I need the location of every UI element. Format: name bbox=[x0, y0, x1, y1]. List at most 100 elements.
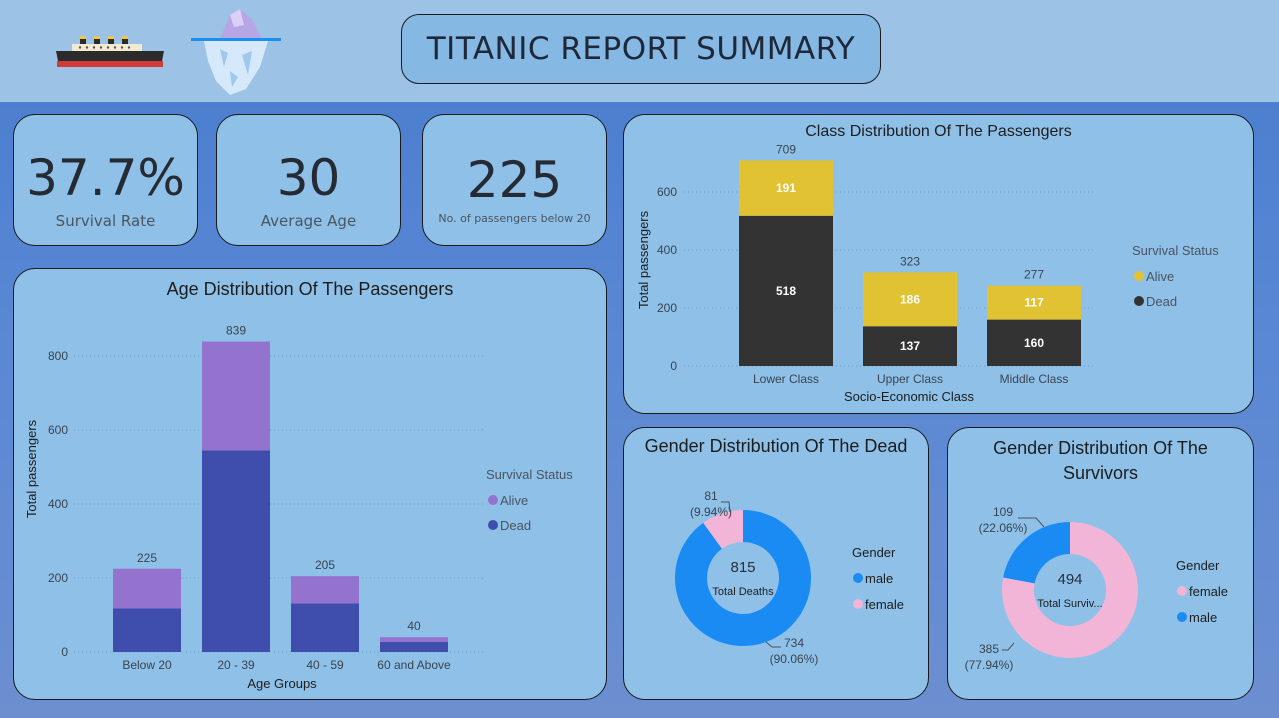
bar-alive bbox=[739, 160, 833, 216]
bar-alive bbox=[863, 272, 957, 327]
legend-alive-label: Alive bbox=[1146, 269, 1174, 284]
bar-alive bbox=[987, 285, 1081, 320]
ship-icon bbox=[54, 30, 166, 70]
bar-total-label: 277 bbox=[1024, 268, 1044, 282]
legend-alive-swatch bbox=[1134, 271, 1144, 281]
y-tick-label: 0 bbox=[670, 359, 677, 373]
bar-alive-label: 191 bbox=[776, 181, 796, 195]
legend-swatch-female bbox=[1177, 586, 1187, 596]
callout-line bbox=[1018, 517, 1045, 528]
bar-alive bbox=[113, 568, 181, 609]
iceberg-icon bbox=[190, 5, 282, 97]
legend-label-female: female bbox=[1189, 584, 1228, 599]
x-tick-label: 40 - 59 bbox=[306, 658, 344, 672]
x-tick-label: Lower Class bbox=[753, 372, 819, 386]
x-tick-label: Upper Class bbox=[877, 372, 943, 386]
donut-big-pct: (77.94%) bbox=[965, 658, 1014, 672]
y-tick-label: 200 bbox=[657, 301, 677, 315]
kpi-card-below-20: 225 No. of passengers below 20 bbox=[422, 114, 607, 246]
donut-big-pct: (90.06%) bbox=[770, 652, 819, 666]
x-axis-label: Age Groups bbox=[247, 676, 317, 691]
kpi-value: 30 bbox=[276, 149, 341, 207]
legend-label-male: male bbox=[865, 571, 893, 586]
report-title: TITANIC REPORT SUMMARY bbox=[426, 31, 856, 67]
class-distribution-card: Class Distribution Of The Passengers 0 20… bbox=[623, 114, 1254, 414]
donut-slice-male bbox=[1003, 522, 1070, 584]
callout-line bbox=[765, 641, 781, 648]
legend-label-male: male bbox=[1189, 610, 1217, 625]
kpi-label: Average Age bbox=[260, 212, 357, 230]
y-axis-label: Total passengers bbox=[636, 210, 651, 309]
donut-center-label: Total Deaths bbox=[712, 586, 774, 598]
kpi-value: 225 bbox=[466, 151, 563, 209]
survivor-donut-title: Gender Distribution Of The Survivors bbox=[993, 438, 1208, 483]
legend-label-female: female bbox=[865, 597, 904, 612]
y-tick-label: 600 bbox=[657, 185, 677, 199]
bar-total-label: 323 bbox=[900, 254, 920, 268]
donut-small-value: 109 bbox=[993, 505, 1013, 519]
donut-slice-female bbox=[1002, 522, 1138, 658]
bar-dead-label: 160 bbox=[1024, 336, 1044, 350]
bar-dead bbox=[863, 326, 957, 366]
y-tick-label: 0 bbox=[61, 645, 68, 659]
bar-dead bbox=[739, 215, 833, 366]
x-tick-label: Middle Class bbox=[1000, 372, 1069, 386]
y-axis-label: Total passengers bbox=[24, 419, 39, 518]
donut-center-label: Total Surviv... bbox=[1037, 598, 1102, 610]
class-chart-title: Class Distribution Of The Passengers bbox=[805, 123, 1072, 140]
bar-dead bbox=[291, 603, 359, 652]
bar-dead bbox=[987, 319, 1081, 366]
age-distribution-card: Age Distribution Of The Passengers 0 200 4… bbox=[13, 268, 607, 700]
age-chart: 0 200 400 600 800 Total passengers Age Groups 2… bbox=[24, 324, 573, 691]
legend-title: Gender bbox=[852, 545, 896, 560]
dead-donut-title: Gender Distribution Of The Dead bbox=[644, 436, 908, 456]
legend-title: Survival Status bbox=[486, 467, 573, 482]
legend-title: Gender bbox=[1176, 558, 1220, 573]
bar-alive bbox=[291, 576, 359, 604]
donut-big-value: 385 bbox=[979, 642, 999, 656]
x-tick-label: 20 - 39 bbox=[217, 658, 255, 672]
legend-title: Survival Status bbox=[1132, 243, 1219, 258]
bar-alive-label: 186 bbox=[900, 292, 920, 306]
x-tick-label: 60 and Above bbox=[377, 658, 451, 672]
bar-total-label: 40 bbox=[407, 619, 421, 633]
callout-line bbox=[1002, 642, 1015, 651]
legend-alive-swatch bbox=[488, 495, 498, 505]
bar-dead bbox=[202, 450, 270, 652]
donut-big-value: 734 bbox=[784, 636, 804, 650]
legend-swatch-male bbox=[1177, 612, 1187, 622]
survivor-gender-card: Gender Distribution Of The Survivors 494… bbox=[947, 427, 1254, 700]
legend-alive-label: Alive bbox=[500, 493, 528, 508]
y-tick-label: 800 bbox=[48, 349, 68, 363]
kpi-label: Survival Rate bbox=[55, 212, 156, 230]
donut-slice-male bbox=[675, 510, 811, 646]
donut-small-pct: (22.06%) bbox=[979, 521, 1028, 535]
bar-alive-label: 117 bbox=[1024, 296, 1044, 310]
bar-total-label: 225 bbox=[137, 551, 157, 565]
kpi-card-survival-rate: 37.7% Survival Rate bbox=[13, 114, 198, 246]
kpi-card-average-age: 30 Average Age bbox=[216, 114, 401, 246]
legend-dead-swatch bbox=[488, 520, 498, 530]
kpi-label: No. of passengers below 20 bbox=[438, 212, 591, 225]
bar-dead bbox=[380, 642, 448, 652]
callout-line bbox=[721, 501, 731, 513]
donut-center-value: 815 bbox=[730, 559, 755, 576]
age-chart-title: Age Distribution Of The Passengers bbox=[166, 279, 454, 299]
x-tick-label: Below 20 bbox=[122, 658, 172, 672]
legend-dead-label: Dead bbox=[1146, 294, 1177, 309]
y-tick-label: 200 bbox=[48, 571, 68, 585]
bar-alive bbox=[380, 637, 448, 643]
dead-donut-chart: 815 Total Deaths 81 (9.94%) 734 (90.06%) Gende… bbox=[675, 489, 904, 666]
bar-dead-label: 518 bbox=[776, 284, 796, 298]
bar-total-label: 709 bbox=[776, 142, 796, 156]
bar-alive bbox=[202, 341, 270, 451]
donut-center-value: 494 bbox=[1057, 571, 1082, 588]
x-axis-label: Socio-Economic Class bbox=[844, 389, 975, 404]
y-tick-label: 400 bbox=[657, 243, 677, 257]
bar-dead bbox=[113, 608, 181, 652]
dead-gender-card: Gender Distribution Of The Dead 815 Total… bbox=[623, 427, 929, 700]
y-tick-label: 600 bbox=[48, 423, 68, 437]
kpi-value: 37.7% bbox=[26, 149, 185, 207]
report-title-box: TITANIC REPORT SUMMARY bbox=[401, 14, 881, 84]
legend-dead-swatch bbox=[1134, 296, 1144, 306]
